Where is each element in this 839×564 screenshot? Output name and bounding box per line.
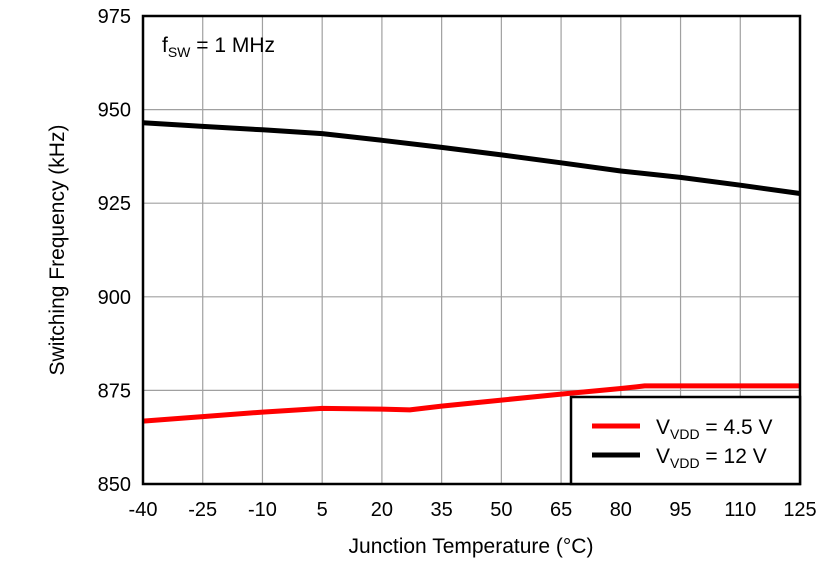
legend: VVDD = 4.5 V VVDD = 12 V xyxy=(569,395,802,486)
x-tick-label: 95 xyxy=(669,499,691,521)
y-tick-label: 900 xyxy=(98,287,131,309)
y-tick-label: 925 xyxy=(98,193,131,215)
x-tick-label: 35 xyxy=(431,499,453,521)
y-tick-label: 850 xyxy=(98,474,131,496)
y-tick-label: 950 xyxy=(98,100,131,122)
x-tick-label: -25 xyxy=(188,499,217,521)
series-lines xyxy=(142,120,801,424)
plot-frame xyxy=(141,14,802,486)
y-tick-label: 975 xyxy=(98,6,131,28)
x-tick-label: 125 xyxy=(783,499,816,521)
legend-label-4p5v: VVDD = 4.5 V xyxy=(656,416,773,442)
legend-box xyxy=(569,395,802,486)
y-tick-label: 875 xyxy=(98,380,131,402)
legend-label-12v: VVDD = 12 V xyxy=(656,445,767,471)
y-tick-labels: 850 875 900 925 950 975 xyxy=(98,6,131,496)
x-tick-label: 65 xyxy=(550,499,572,521)
x-tick-label: 80 xyxy=(610,499,632,521)
x-tick-label: -10 xyxy=(248,499,277,521)
x-axis-label: Junction Temperature (°C) xyxy=(349,535,594,558)
condition-annotation: fSW = 1 MHz xyxy=(162,34,275,60)
x-tick-label: 50 xyxy=(490,499,512,521)
series-line-1 xyxy=(142,120,801,196)
series-line-0 xyxy=(142,383,800,424)
x-tick-label: 110 xyxy=(724,499,756,521)
y-axis-label: Switching Frequency (kHz) xyxy=(46,125,69,376)
x-tick-label: 5 xyxy=(317,499,328,521)
x-tick-labels: -40 -25 -10 5 20 35 50 65 80 95 110 125 xyxy=(129,499,817,521)
x-tick-label: -40 xyxy=(129,499,158,521)
x-tick-label: 20 xyxy=(371,499,393,521)
